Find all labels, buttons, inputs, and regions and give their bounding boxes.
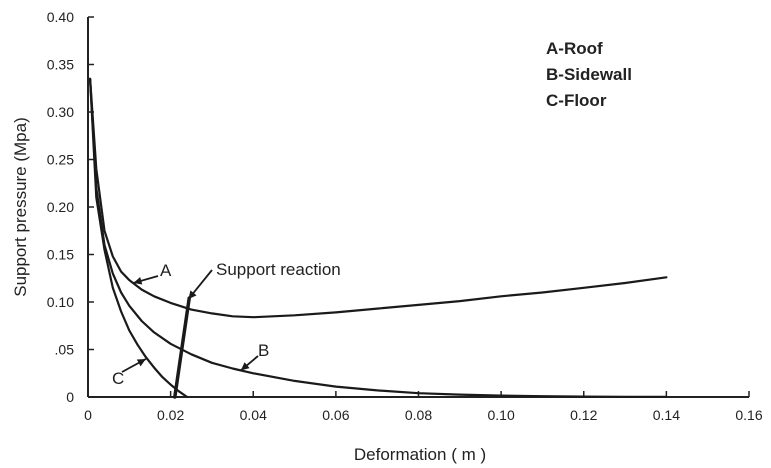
annotation-label-c: C [112,369,124,388]
legend-line-roof: A-Roof [546,39,603,58]
annotation-marks [121,269,259,373]
y-tick-label: 0 [66,389,74,405]
x-tick-label: 0.04 [240,407,267,423]
annotation-arrowhead-b [240,362,250,371]
annotation-label-b: B [258,341,269,360]
axes [87,17,749,398]
series-line-c [88,77,189,399]
x-tick-label: 0.10 [488,407,515,423]
y-tick-label: 0.35 [47,57,74,73]
series-line-support-reaction [173,296,191,399]
y-tick-label: .05 [55,342,75,358]
y-tick-label: 0.30 [47,104,74,120]
y-tick-label: 0.25 [47,152,74,168]
annotation-arrowhead-a [133,277,143,285]
series-line-a [88,77,668,319]
x-tick-label: 0.06 [322,407,349,423]
y-axis-title: Support pressure (Mpa) [11,117,30,297]
y-tick-label: 0.15 [47,247,74,263]
y-ticks: 0 .05 0.10 0.15 0.20 0.25 0.30 0.35 0.40 [47,9,94,405]
annotation-label-support-reaction: Support reaction [216,260,341,279]
y-tick-label: 0.40 [47,9,74,25]
annotation-label-a: A [160,261,172,280]
series-lines [88,77,668,399]
x-tick-label: 0 [84,407,92,423]
x-tick-label: 0.16 [735,407,762,423]
annotation-arrowhead-support-reaction [188,290,197,300]
legend: A-Roof B-Sidewall C-Floor [546,39,632,110]
x-ticks: 0 0.02 0.04 0.06 0.08 0.10 0.12 0.14 0.16 [84,391,763,423]
annotation-arrowhead-c [136,359,146,367]
y-tick-label: 0.10 [47,294,74,310]
x-tick-label: 0.08 [405,407,432,423]
x-tick-label: 0.12 [570,407,597,423]
legend-line-floor: C-Floor [546,91,607,110]
x-tick-label: 0.14 [653,407,680,423]
legend-line-sidewall: B-Sidewall [546,65,632,84]
x-axis-title: Deformation ( m ) [354,445,486,464]
y-tick-label: 0.20 [47,199,74,215]
x-tick-label: 0.02 [157,407,184,423]
series-line-b [88,77,668,398]
